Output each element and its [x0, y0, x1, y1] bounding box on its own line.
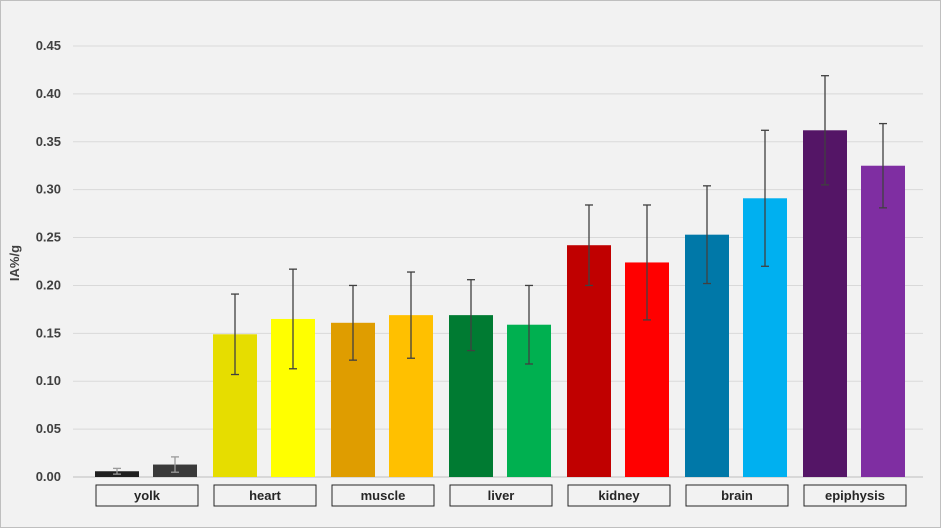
bar-epiphysis-2	[861, 165, 905, 477]
category-box	[449, 484, 553, 507]
y-tick-label: 0.20	[36, 277, 61, 292]
category-label: brain	[721, 488, 753, 503]
y-tick-label: 0.40	[36, 86, 61, 101]
category-label: kidney	[598, 488, 640, 503]
gridlines	[73, 45, 923, 478]
error-bars	[113, 75, 887, 475]
y-tick-label: 0.35	[36, 134, 61, 149]
category-box	[685, 484, 789, 507]
bars	[95, 130, 905, 478]
y-tick-label: 0.10	[36, 373, 61, 388]
category-label: liver	[488, 488, 515, 503]
category-labels: yolk heart muscle liver kidney brain epiphysis	[95, 484, 907, 507]
y-tick-label: 0.05	[36, 421, 61, 436]
category-label: muscle	[361, 488, 406, 503]
category-box	[567, 484, 671, 507]
category-box	[331, 484, 435, 507]
category-label: heart	[249, 488, 281, 503]
y-axis-ticks: 0.00 0.05 0.10 0.15 0.20 0.25 0.30 0.35 0.40 0.45	[36, 38, 61, 484]
y-axis-title: IA%/g	[7, 245, 22, 281]
category-box	[213, 484, 317, 507]
category-label: epiphysis	[825, 488, 885, 503]
bar-epiphysis-1	[803, 130, 847, 478]
y-tick-label: 0.00	[36, 469, 61, 484]
category-box	[803, 484, 907, 507]
category-label: yolk	[134, 488, 161, 503]
category-box	[95, 484, 199, 507]
y-tick-label: 0.15	[36, 325, 61, 340]
y-tick-label: 0.45	[36, 38, 61, 53]
y-tick-label: 0.30	[36, 182, 61, 197]
y-tick-label: 0.25	[36, 230, 61, 245]
